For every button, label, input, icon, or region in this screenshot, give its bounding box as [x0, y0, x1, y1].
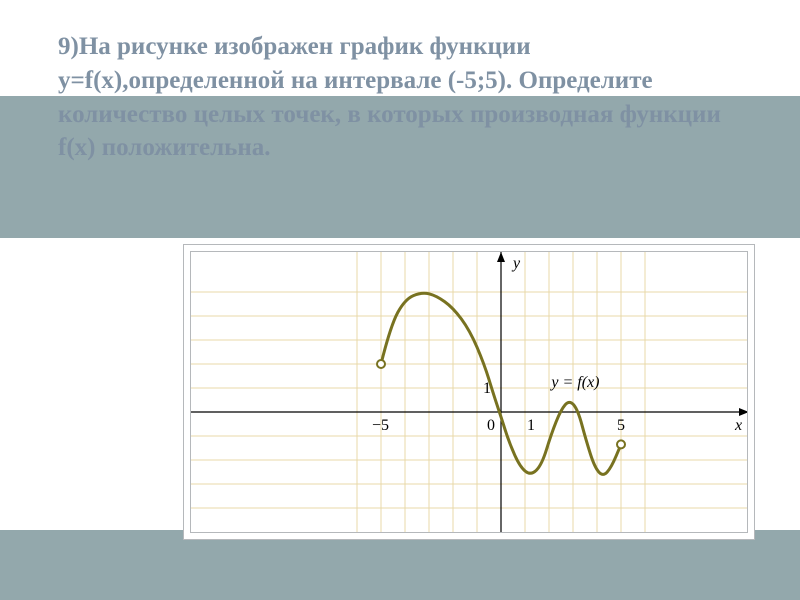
chart-container: y x 0 −5 1 5 1 y = f(x) [183, 244, 755, 540]
svg-text:y = f(x): y = f(x) [549, 374, 599, 391]
svg-text:0: 0 [487, 417, 495, 434]
decorative-band-bottom [0, 530, 800, 600]
chart-plot-area: y x 0 −5 1 5 1 y = f(x) [190, 251, 748, 533]
function-graph: y x 0 −5 1 5 1 y = f(x) [191, 252, 748, 533]
svg-text:x: x [734, 417, 742, 434]
svg-text:5: 5 [617, 417, 625, 434]
svg-text:y: y [511, 255, 521, 272]
problem-text: 9)На рисунке изображен график функции y=… [58, 30, 742, 165]
svg-text:1: 1 [483, 380, 491, 397]
svg-text:−5: −5 [372, 417, 389, 434]
problem-title: 9)На рисунке изображен график функции y=… [52, 30, 748, 165]
svg-text:1: 1 [527, 417, 535, 434]
